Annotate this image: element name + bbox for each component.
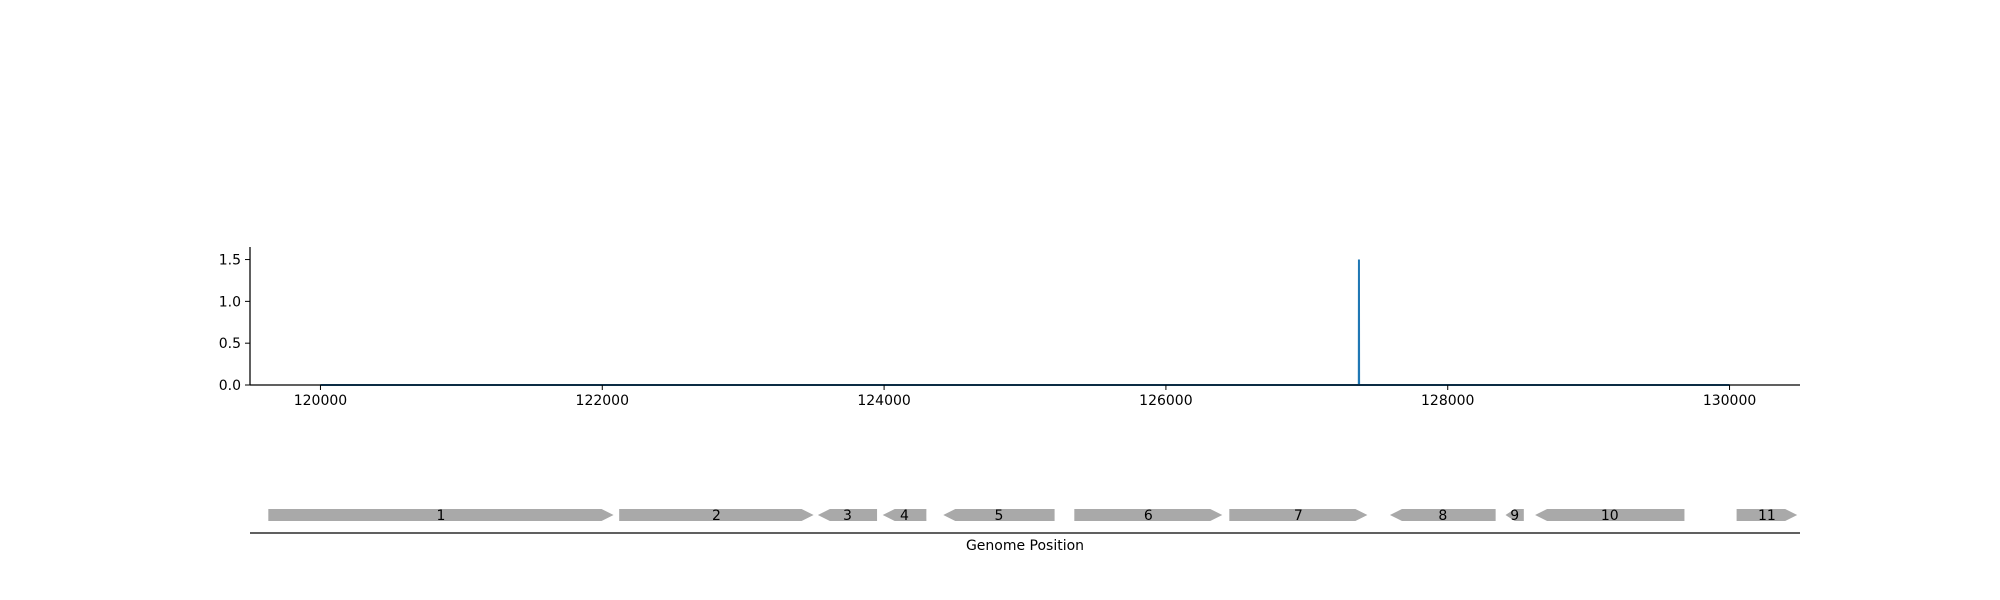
series-layer	[320, 259, 1730, 386]
gene-feature-label: 2	[712, 508, 721, 524]
y-tick-label: 1.5	[219, 253, 241, 269]
gene-feature	[619, 509, 814, 521]
gene-track: 1 2 3 4 5 6 7 8 9 10 11 Genome Position	[250, 508, 1800, 554]
x-tick-label: 124000	[857, 393, 910, 409]
y-axis-ticks: 0.0 0.5 1.0 1.5	[219, 253, 250, 394]
series-line	[320, 259, 1730, 386]
gene-feature-label: 9	[1510, 508, 1519, 524]
y-tick-label: 0.5	[219, 336, 241, 352]
x-tick-label: 120000	[294, 393, 347, 409]
gene-feature-label: 5	[994, 508, 1003, 524]
gene-feature-label: 10	[1601, 508, 1619, 524]
gene-feature-label: 11	[1758, 508, 1776, 524]
gene-feature	[1505, 509, 1524, 521]
gene-feature-label: 1	[436, 508, 445, 524]
gene-feature	[1074, 509, 1223, 521]
gene-feature	[943, 509, 1055, 521]
gene-feature-label: 3	[843, 508, 852, 524]
x-axis-ticks: 120000 122000 124000 126000 128000 130000	[294, 385, 1756, 409]
gene-feature	[1736, 509, 1798, 521]
gene-feature-label: 6	[1144, 508, 1153, 524]
gene-feature	[1229, 509, 1368, 521]
gene-feature	[1389, 509, 1496, 521]
gene-feature	[268, 509, 614, 521]
gene-feature	[882, 509, 927, 521]
x-tick-label: 130000	[1703, 393, 1756, 409]
gene-feature-label: 8	[1438, 508, 1447, 524]
gene-features: 1 2 3 4 5 6 7 8 9 10 11	[268, 508, 1798, 524]
y-tick-label: 0.0	[219, 378, 241, 394]
x-tick-label: 128000	[1421, 393, 1474, 409]
x-tick-label: 126000	[1139, 393, 1192, 409]
gene-feature-label: 7	[1294, 508, 1303, 524]
gene-feature	[1535, 509, 1685, 521]
y-tick-label: 1.0	[219, 294, 241, 310]
gene-feature-label: 4	[900, 508, 909, 524]
x-tick-label: 122000	[576, 393, 629, 409]
track-x-axis-label: Genome Position	[966, 538, 1084, 554]
coverage-chart: 120000 122000 124000 126000 128000 130000 0.0…	[219, 247, 1800, 409]
gene-feature	[817, 509, 878, 521]
